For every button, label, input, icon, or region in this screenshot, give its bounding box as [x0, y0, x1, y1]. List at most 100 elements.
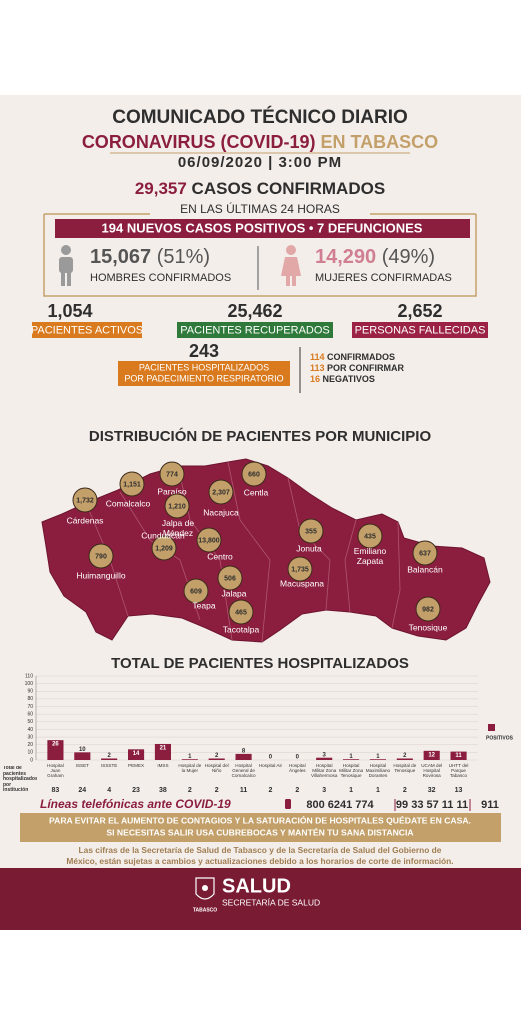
y-tick-label: 40	[27, 727, 33, 733]
municipality-name: Centro	[207, 551, 233, 561]
municipality-name: Emiliano Zapata	[354, 546, 387, 566]
municipality-marker	[415, 596, 441, 622]
municipality-marker	[183, 578, 209, 604]
footer-brand: SALUD	[222, 875, 291, 897]
x-tick-label: Hospital Militar Zona Villahermosa	[310, 763, 338, 778]
bar-value-label: 21	[160, 746, 167, 752]
x-tick-label: Hospital Maximiliano Dorantes	[365, 763, 391, 778]
bar	[181, 759, 198, 760]
total-value: 4	[107, 787, 111, 794]
total-value: 1	[349, 787, 353, 794]
bar-value-label: 0	[269, 755, 273, 761]
total-value: 24	[78, 787, 86, 794]
bar-value-label: 8	[242, 748, 246, 754]
municipality-name: Cárdenas	[67, 515, 104, 525]
disclaimer-line: Las cifras de la Secretaría de Salud de …	[79, 845, 442, 855]
subtitle-place: EN TABASCO	[321, 132, 439, 152]
bar-value-label: 1	[188, 754, 192, 760]
phone-number: 911	[481, 799, 499, 811]
title: COMUNICADO TÉCNICO DIARIO	[112, 106, 408, 128]
footer-state: TABASCO	[193, 907, 217, 913]
x-tick-label: Hospital Militar Zona Tenosique	[339, 763, 364, 778]
y-tick-label: 30	[27, 734, 33, 740]
man-icon	[59, 245, 73, 286]
municipality-value: 774	[166, 471, 178, 478]
x-tick-label: PEMEX	[128, 763, 145, 768]
women-confirmed: 14,290 (49%)	[315, 246, 435, 268]
total-value: 2	[215, 787, 219, 794]
total-value: 23	[132, 787, 140, 794]
date: 06/09/2020 | 3:00 PM	[178, 154, 342, 171]
total-value: 32	[428, 787, 436, 794]
notice-line: PARA EVITAR EL AUMENTO DE CONTAGIOS Y LA…	[49, 814, 471, 825]
bar-value-label: 10	[79, 747, 86, 753]
notice-band	[20, 813, 501, 842]
bar-value-label: 1	[376, 754, 380, 760]
notice-line: SI NECESITAS SALIR USA CUBREBOCAS Y MANT…	[106, 827, 413, 837]
municipality-marker	[217, 565, 243, 591]
bar	[154, 743, 171, 760]
x-tick-label-box: ISSET	[75, 763, 89, 768]
x-tick-label: UHTT del Parque Tabasco	[448, 763, 469, 778]
municipality-value: 637	[419, 550, 431, 557]
x-tick-label-box: UHTT del Parque Tabasco	[448, 763, 469, 778]
name-part: Zapata	[357, 556, 384, 566]
y-tick-label: 90	[27, 689, 33, 695]
total-value: 2	[188, 787, 192, 794]
confirmed-line: 29,357 CASOS CONFIRMADOS	[135, 179, 385, 198]
total-value: 1	[376, 787, 380, 794]
x-tick-label: Hospital General de Comalcalco	[231, 763, 256, 778]
breakdown-value: 114	[310, 352, 325, 362]
bar-value-label: 3	[323, 752, 327, 758]
hospitalized-label: PACIENTES HOSPITALIZADOS	[139, 362, 269, 372]
bar-value-label: 12	[428, 752, 435, 758]
bar	[369, 759, 386, 760]
men-confirmed: 15,067 (51%)	[90, 246, 210, 268]
phone-number: 800 6241 774	[306, 799, 374, 811]
municipality-name: Comalcalco	[106, 498, 151, 508]
footer-subtitle: SECRETARÍA DE SALUD	[222, 897, 320, 907]
y-tick-label: 100	[25, 681, 34, 687]
name-part: Emiliano	[354, 546, 387, 556]
bar	[450, 751, 467, 760]
total-value: 13	[455, 787, 463, 794]
breakdown-label: NEGATIVOS	[323, 374, 375, 384]
y-tick-label: 70	[27, 704, 33, 710]
x-tick-label-box: Hospital Air	[258, 763, 283, 768]
totals-label: Total de pacientes hospitalizados por in…	[3, 766, 37, 794]
x-tick-label-box: ISSSTE	[101, 763, 118, 768]
map-title: DISTRIBUCIÓN DE PACIENTES POR MUNICIPIO	[89, 427, 432, 445]
municipality-marker	[72, 487, 98, 513]
total-value: 83	[52, 787, 60, 794]
name-part: Jalpa de	[162, 518, 194, 528]
x-tick-label-box: Hospital Maximiliano Dorantes	[365, 763, 391, 778]
x-tick-label-box: Hospital Militar Zona Tenosique	[339, 763, 364, 778]
municipality-marker	[208, 479, 234, 505]
municipality-name: Tacotalpa	[223, 624, 260, 634]
phones-label: Líneas telefónicas ante COVID-19	[40, 797, 231, 811]
bar	[235, 753, 252, 760]
men-label: HOMBRES CONFIRMADOS	[90, 272, 231, 284]
municipality-name: Balancán	[407, 564, 443, 574]
x-tick-label: ISSSTE	[101, 763, 118, 768]
bar	[74, 752, 91, 760]
x-tick-label-box: Hospital del Niño	[205, 763, 229, 773]
confirmed-label: CASOS CONFIRMADOS	[192, 179, 386, 198]
x-tick-label: UCAM del Hospital Rovirosa	[421, 763, 443, 778]
status-label: PERSONAS FALLECIDAS	[355, 324, 486, 336]
municipality-marker	[196, 527, 222, 553]
women-label: MUJERES CONFIRMADAS	[315, 272, 452, 284]
x-tick-label: Hospital Air	[258, 763, 283, 768]
legend-label: POSITIVOS	[486, 735, 514, 741]
phone-number: 99 33 57 11 11	[396, 799, 468, 811]
municipality-marker	[151, 535, 177, 561]
municipality-name: Jonuta	[296, 543, 322, 553]
bar	[128, 749, 145, 760]
municipality-name: Jalapa	[221, 588, 246, 598]
x-tick-label: ISSET	[75, 763, 89, 768]
municipality-value: 1,210	[168, 503, 186, 510]
x-tick-label: IMSS	[157, 763, 169, 768]
breakdown-item: 113 POR CONFIRMAR	[310, 363, 405, 373]
municipality-marker	[287, 556, 313, 582]
